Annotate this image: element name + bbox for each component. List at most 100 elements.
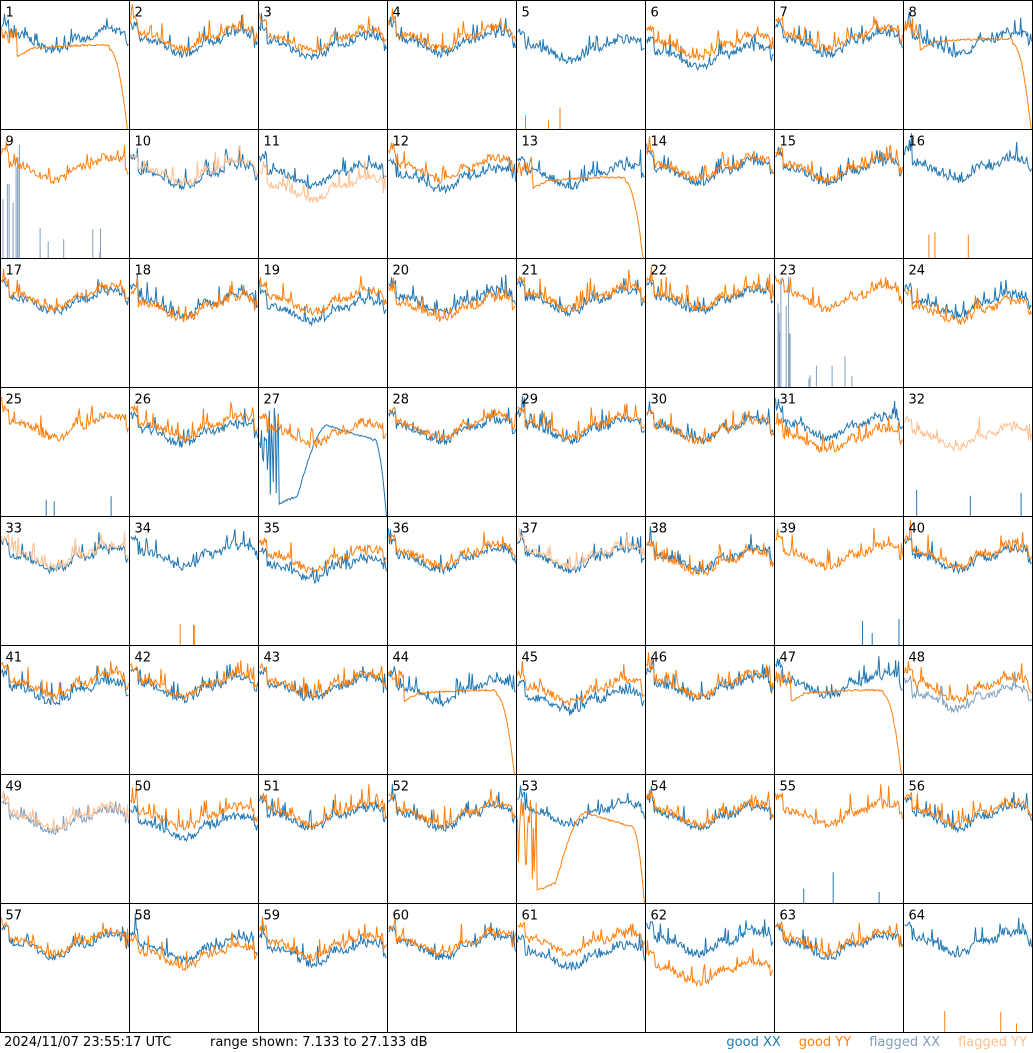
panel-49-xx-trace: [1, 793, 129, 835]
panel-40: 40: [903, 516, 1033, 646]
panel-18: 18: [129, 258, 259, 388]
panel-42: 42: [129, 645, 259, 775]
legend-good-xx: good XX: [726, 1035, 781, 1050]
panel-5-frame: [516, 0, 646, 130]
panel-39: 39: [774, 516, 904, 646]
panel-44-label: 44: [393, 651, 410, 666]
panel-1-label: 1: [6, 6, 14, 21]
panel-34-yy-trace: [179, 624, 196, 646]
panel-58-label: 58: [135, 909, 152, 924]
panel-17-yy-trace: [1, 268, 129, 313]
panel-2-frame: [129, 0, 259, 130]
panel-30-yy-trace: [646, 409, 774, 446]
panel-31-xx-trace: [775, 398, 903, 442]
panel-48-xx-trace: [904, 671, 1032, 714]
panel-46-yy-trace: [646, 652, 774, 700]
panel-62-yy-trace: [646, 940, 774, 988]
panel-48-label: 48: [909, 651, 926, 666]
panel-31: 31: [774, 387, 904, 517]
panel-24-label: 24: [909, 264, 926, 279]
panel-38: 38: [645, 516, 775, 646]
panel-13-xx-trace: [517, 149, 645, 190]
panel-7-frame: [774, 0, 904, 130]
panel-49-yy-trace: [1, 790, 129, 832]
panel-6-label: 6: [651, 6, 659, 21]
panel-56-label: 56: [909, 780, 926, 795]
panel-43: 43: [258, 645, 388, 775]
panel-21: 21: [516, 258, 646, 388]
panel-63-xx-trace: [775, 924, 903, 961]
panel-26-xx-trace: [130, 408, 258, 448]
panel-56: 56: [903, 774, 1033, 904]
range-label: range shown: 7.133 to 27.133 dB: [210, 1035, 428, 1050]
panel-45-xx-trace: [517, 679, 645, 716]
panel-11-label: 11: [264, 135, 281, 150]
panel-61-label: 61: [522, 909, 539, 924]
panel-31-label: 31: [780, 393, 797, 408]
panel-46-label: 46: [651, 651, 668, 666]
panel-20: 20: [387, 258, 517, 388]
panel-27-xx-trace: [259, 407, 387, 517]
panel-59-yy-trace: [259, 916, 387, 962]
panel-28-label: 28: [393, 393, 410, 408]
panel-21-yy-trace: [517, 269, 645, 313]
panel-32-yy-trace: [904, 415, 1032, 453]
panel-55: 55: [774, 774, 904, 904]
panel-20-xx-trace: [388, 274, 516, 315]
panel-20-label: 20: [393, 264, 410, 279]
panel-12-label: 12: [393, 135, 410, 150]
panel-15-yy-trace: [775, 145, 903, 185]
panel-10: 10: [129, 129, 259, 259]
panel-2-yy-trace: [130, 4, 258, 55]
panel-6: 6: [645, 0, 775, 130]
panel-53: 53: [516, 774, 646, 904]
panel-38-yy-trace: [646, 540, 774, 577]
panel-27-yy-trace: [259, 413, 387, 449]
panel-36-yy-trace: [388, 531, 516, 571]
panel-32: 32: [903, 387, 1033, 517]
panel-51-label: 51: [264, 780, 281, 795]
legend-flagged-xx: flagged XX: [869, 1035, 941, 1050]
panel-3-yy-trace: [259, 13, 387, 54]
panel-16-yy-trace: [928, 232, 969, 259]
panel-37-xx-trace: [517, 529, 645, 574]
panel-42-label: 42: [135, 651, 152, 666]
panel-47-xx-trace: [775, 656, 903, 699]
panel-8-xx-trace: [904, 11, 1032, 58]
legend-good-yy: good YY: [798, 1035, 852, 1050]
panel-63-label: 63: [780, 909, 797, 924]
panel-5-xx-trace: [517, 28, 645, 65]
panel-49-label: 49: [6, 780, 23, 795]
panel-28: 28: [387, 387, 517, 517]
panel-54-xx-trace: [646, 785, 774, 832]
panel-64-xx-trace: [904, 917, 1032, 958]
legend: good XX good YY flagged XX flagged YY: [726, 1034, 1027, 1052]
panel-44-yy-trace: [388, 669, 516, 775]
panel-42-yy-trace: [130, 660, 258, 701]
panel-16: 16: [903, 129, 1033, 259]
panel-31-yy-trace: [775, 412, 903, 454]
panel-4-label: 4: [393, 6, 401, 21]
panel-43-yy-trace: [259, 662, 387, 700]
panel-15: 15: [774, 129, 904, 259]
panel-5-label: 5: [522, 6, 530, 21]
panel-5-yy-trace: [525, 107, 561, 130]
panel-21-xx-trace: [517, 277, 645, 318]
panel-13: 13: [516, 129, 646, 259]
panel-39-xx-trace: [862, 619, 900, 646]
panel-48-yy-trace: [904, 661, 1032, 704]
panel-34: 34: [129, 516, 259, 646]
panel-8-frame: [903, 0, 1033, 130]
panel-28-yy-trace: [388, 405, 516, 442]
panel-16-xx-trace: [904, 133, 1032, 184]
panel-50-yy-trace: [130, 785, 258, 833]
panel-23-yy-trace: [775, 275, 903, 313]
panel-50-label: 50: [135, 780, 152, 795]
panel-33-yy-trace: [1, 531, 129, 571]
panel-20-yy-trace: [388, 277, 516, 323]
panel-60: 60: [387, 903, 517, 1033]
panel-62-xx-trace: [646, 919, 774, 959]
panel-34-label: 34: [135, 522, 152, 537]
panel-45-yy-trace: [517, 660, 645, 707]
panel-44: 44: [387, 645, 517, 775]
